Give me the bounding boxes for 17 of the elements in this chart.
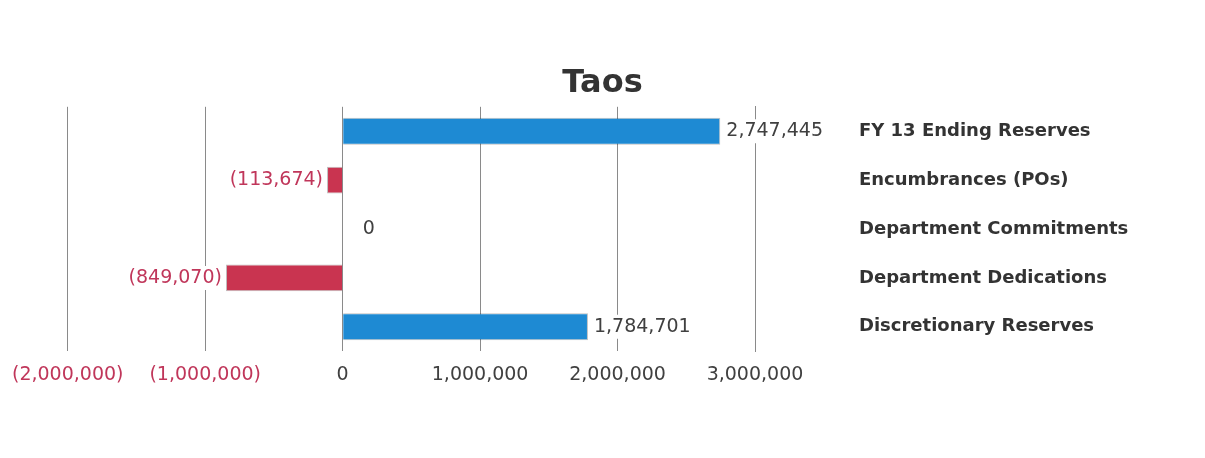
y-tick-label: Encumbrances (POs)	[859, 167, 1069, 189]
data-label: (849,070)	[128, 264, 222, 287]
x-tick-label: 0	[336, 361, 349, 384]
y-tick-label: Department Commitments	[859, 216, 1129, 238]
x-tick-label: (2,000,000)	[12, 361, 124, 384]
x-tick-label: 2,000,000	[569, 361, 666, 384]
x-tick-label: 3,000,000	[706, 361, 804, 384]
y-tick-label: Department Dedications	[859, 265, 1108, 287]
x-tick-label: (1,000,000)	[149, 361, 261, 384]
chart-title: Taos	[562, 61, 643, 100]
data-label: 1,784,701	[593, 313, 691, 336]
data-label: 2,747,445	[726, 118, 823, 141]
x-tick-label: 1,000,000	[431, 361, 529, 384]
y-tick-label: FY 13 Ending Reserves	[859, 118, 1091, 140]
y-tick-label: Discretionary Reserves	[859, 314, 1095, 336]
data-label: 0	[362, 215, 375, 238]
data-label: (113,674)	[229, 167, 324, 190]
